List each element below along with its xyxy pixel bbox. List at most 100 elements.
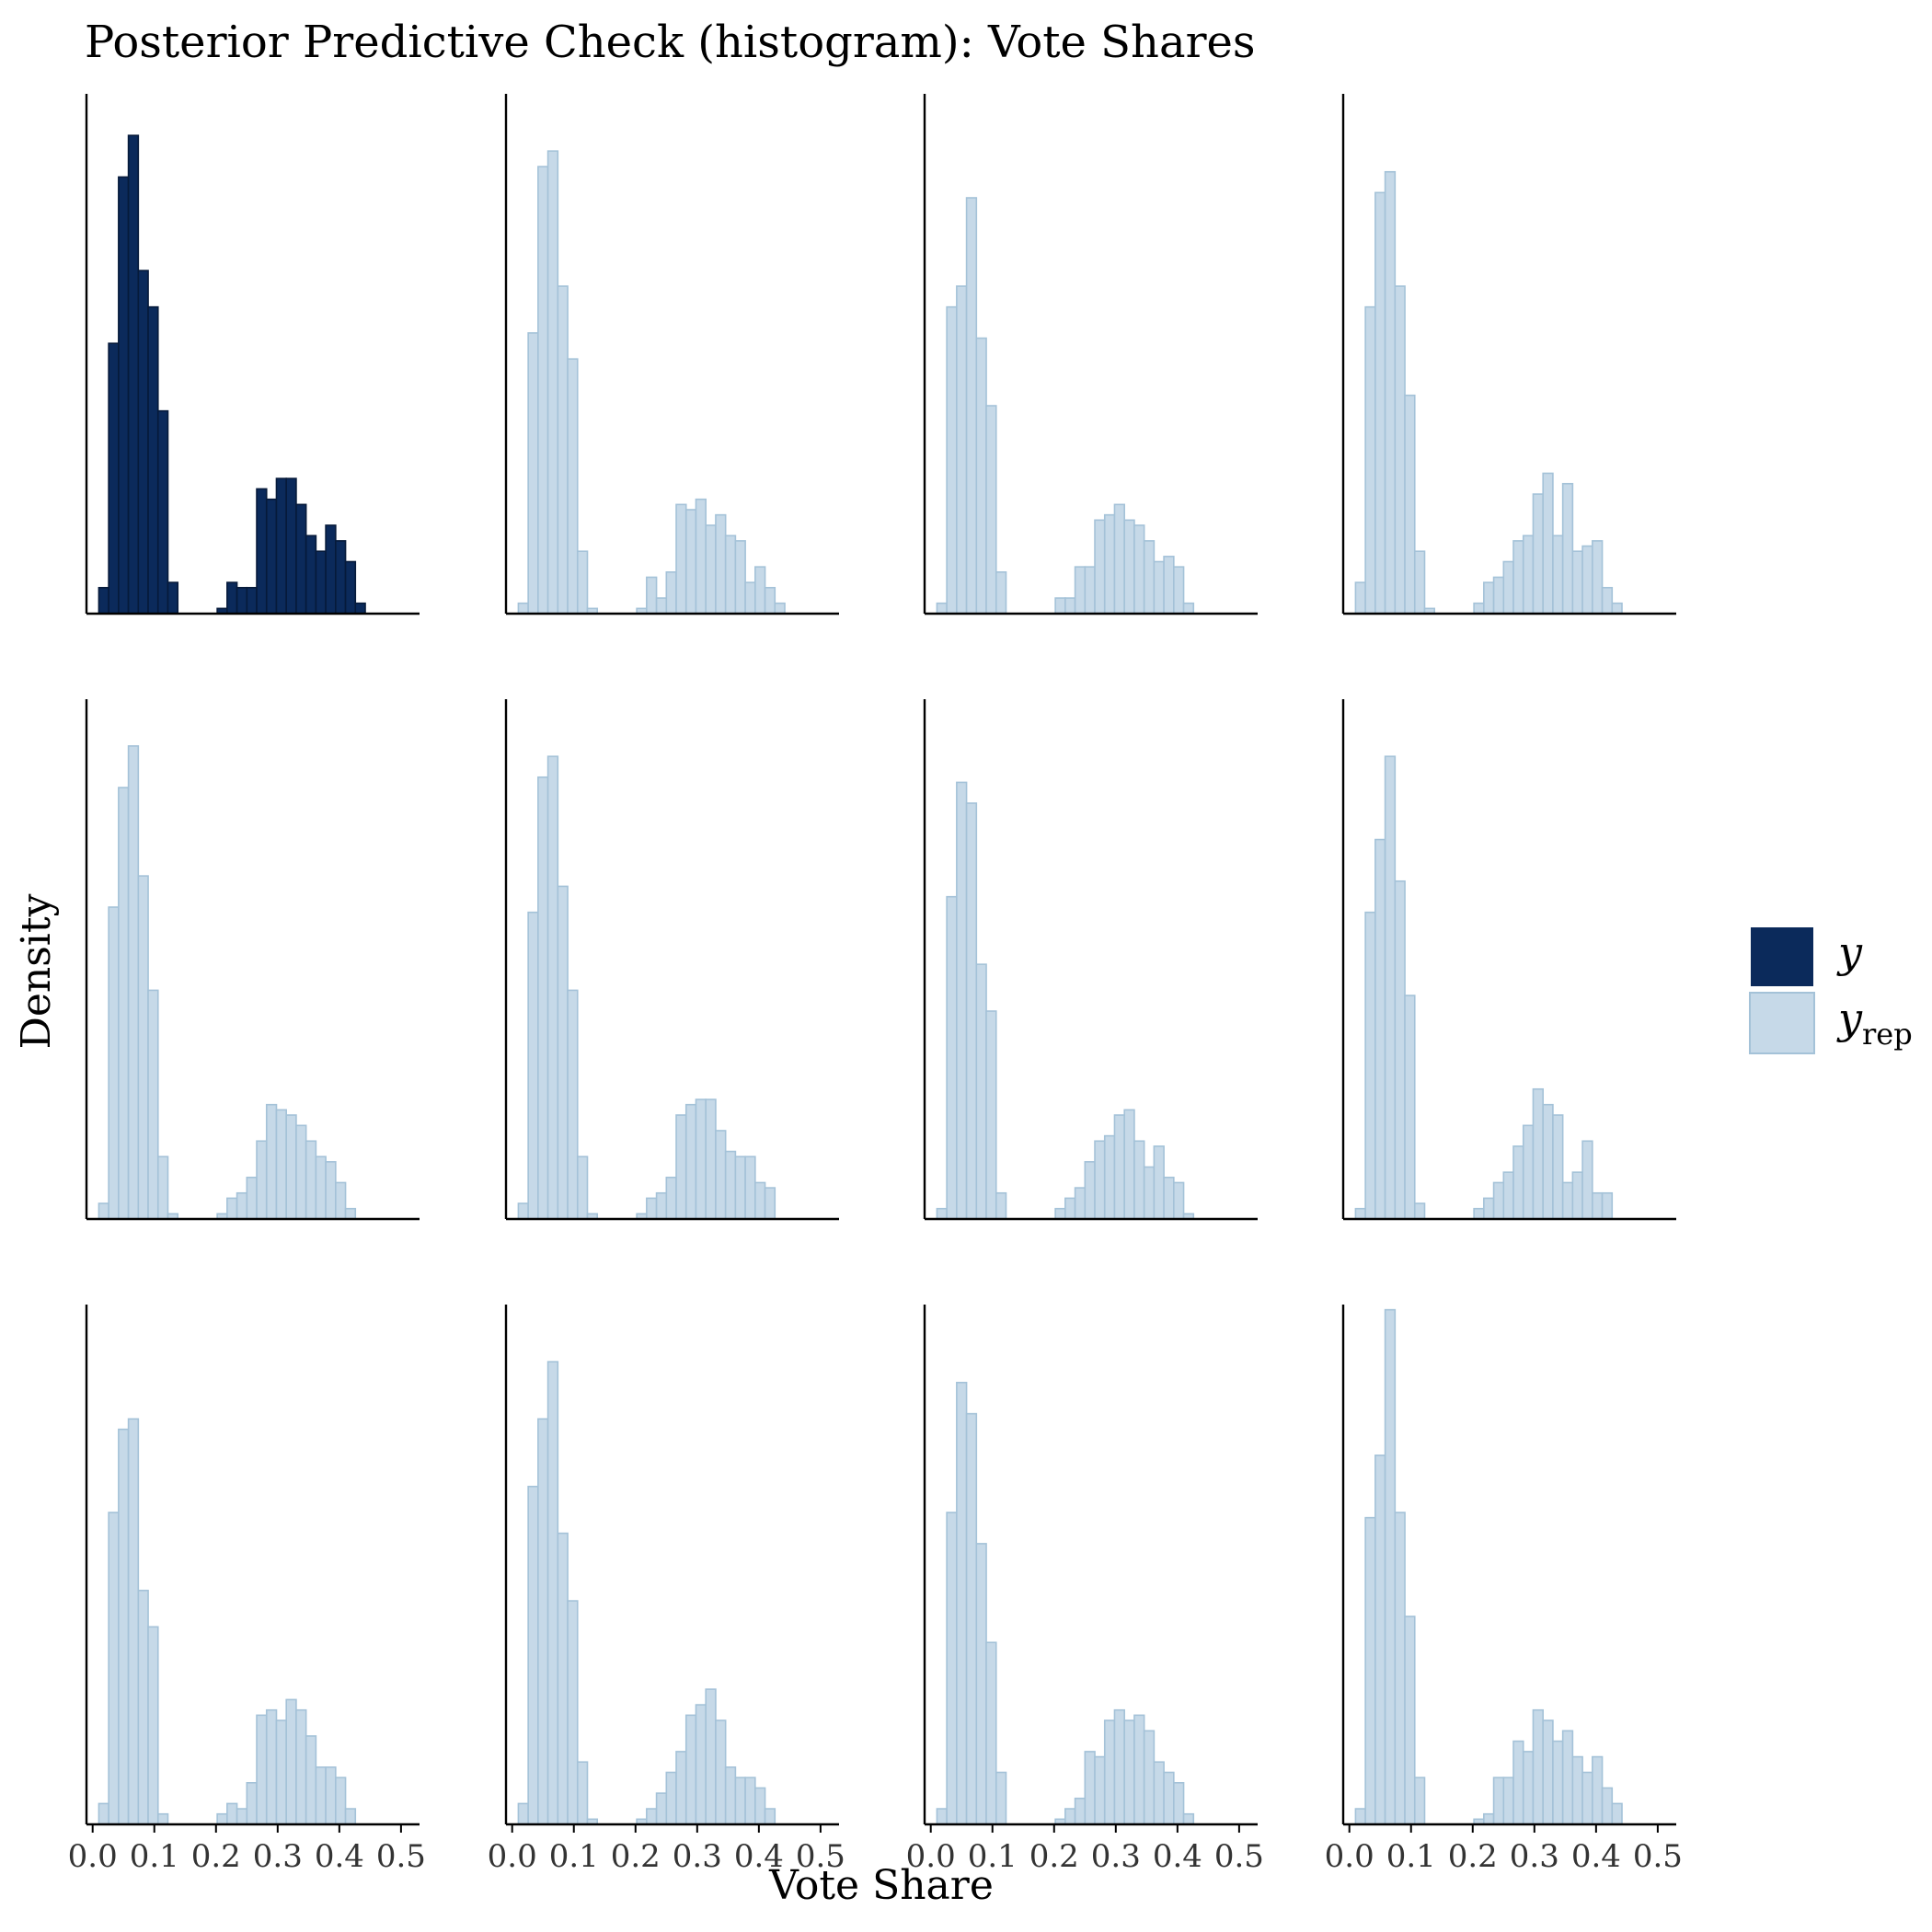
histogram-bar <box>1542 1103 1554 1220</box>
histogram-bar <box>1064 1808 1076 1825</box>
histogram-bar <box>1483 1812 1495 1825</box>
histogram-bar <box>1483 1197 1495 1220</box>
histogram-bar <box>1103 1719 1116 1825</box>
x-tick-label: 0.3 <box>1510 1838 1559 1875</box>
histogram-bar <box>344 560 357 615</box>
histogram-bar <box>1561 482 1574 615</box>
histogram-bar <box>546 1361 559 1825</box>
histogram-bar <box>557 285 569 615</box>
histogram-bar <box>285 477 297 615</box>
legend-label-yrep: yrep <box>1836 994 1913 1052</box>
histogram-bar <box>1153 1145 1165 1220</box>
histogram-bar <box>1522 1124 1535 1220</box>
histogram-bar <box>695 1704 707 1825</box>
x-tick-label: 0.3 <box>1091 1838 1141 1875</box>
histogram-bar <box>315 1766 327 1825</box>
histogram-bar <box>1581 1771 1593 1825</box>
panel-8 <box>1341 699 1676 1221</box>
histogram-bar <box>137 1589 149 1825</box>
histogram-bar <box>646 576 658 615</box>
x-tick-label: 0.2 <box>191 1838 241 1875</box>
histogram-bar <box>147 1626 159 1825</box>
x-axis-label: Vote Share <box>768 1862 994 1909</box>
histogram-bar <box>675 1751 687 1825</box>
histogram-bar <box>1113 1114 1125 1220</box>
histogram-bar <box>305 1140 317 1220</box>
chart-title: Posterior Predictive Check (histogram): … <box>85 17 1256 68</box>
histogram-bar <box>675 1114 687 1220</box>
x-tick-label: 0.4 <box>1153 1838 1202 1875</box>
histogram-bar <box>1473 602 1485 615</box>
histogram-bar <box>1581 1140 1593 1220</box>
x-tick-label: 0.4 <box>1571 1838 1621 1875</box>
histogram-bar <box>946 895 958 1220</box>
legend-swatch-yrep <box>1749 992 1815 1054</box>
panel-11: 0.0 0.1 0.2 0.3 0.4 0.5 <box>906 1305 1264 1875</box>
histogram-bar <box>1512 1740 1524 1825</box>
histogram-bar <box>226 1197 238 1220</box>
histogram-bar <box>275 1109 288 1220</box>
histogram-bar <box>1364 305 1376 615</box>
panel-3 <box>923 94 1258 615</box>
histogram-bar <box>684 1714 697 1825</box>
histogram-bar <box>1483 581 1495 615</box>
histogram-bar <box>1512 540 1524 615</box>
histogram-bar <box>1354 581 1366 615</box>
histogram-bar <box>576 1761 589 1825</box>
histogram-bar <box>295 1708 307 1825</box>
histogram-bar <box>1404 995 1416 1220</box>
histogram-bar <box>764 1187 776 1220</box>
x-tick-label: 0.1 <box>968 1838 1018 1875</box>
histogram-bar <box>956 285 968 615</box>
histogram-bar <box>946 305 958 615</box>
histogram-bar <box>1492 1181 1505 1220</box>
histogram-bar <box>744 1156 756 1220</box>
histogram-bar <box>744 581 756 615</box>
histogram-bar <box>1561 1181 1574 1220</box>
x-tick-label: 0.0 <box>488 1838 537 1875</box>
x-tick-label: 0.3 <box>673 1838 722 1875</box>
histogram-bar <box>1163 1771 1175 1825</box>
histogram-bar <box>1163 1177 1175 1220</box>
histogram-bar <box>774 602 786 615</box>
histogram-bar <box>665 1771 677 1825</box>
histogram-bar <box>956 781 968 1220</box>
histogram-bar <box>1384 170 1397 615</box>
histogram-bar <box>1054 597 1066 615</box>
histogram-bar <box>965 197 978 615</box>
histogram-bar <box>646 1197 658 1220</box>
x-tick-label: 0.5 <box>376 1838 426 1875</box>
x-tick-label: 0.1 <box>130 1838 179 1875</box>
histogram-bar <box>305 1735 317 1825</box>
histogram-bar <box>1592 1191 1604 1220</box>
histogram-bar <box>236 1191 248 1220</box>
histogram-bar <box>256 1714 268 1825</box>
histogram-bar <box>127 1418 140 1825</box>
histogram-bar <box>147 989 159 1220</box>
x-tick-label: 0.5 <box>1633 1838 1683 1875</box>
histogram-bar <box>315 550 327 615</box>
histogram-bar <box>127 134 140 615</box>
x-tick-label: 0.1 <box>549 1838 599 1875</box>
histogram-bar <box>98 1802 109 1825</box>
histogram-bar <box>226 1802 238 1825</box>
histogram-bar <box>715 513 727 615</box>
histogram-bar <box>1143 1730 1156 1825</box>
histogram-bar <box>1532 1087 1544 1220</box>
histogram-bar <box>108 906 120 1220</box>
histogram-bar <box>985 1010 997 1220</box>
histogram-bar <box>715 1130 727 1220</box>
histogram-bar <box>1512 1145 1524 1220</box>
histogram-bar <box>325 524 337 615</box>
histogram-bar <box>754 1181 766 1220</box>
histogram-bar <box>246 1177 258 1220</box>
histogram-bar <box>985 1641 997 1825</box>
histogram-bar <box>1571 550 1583 615</box>
histogram-bar <box>236 586 248 615</box>
histogram-bar <box>1413 1202 1426 1220</box>
histogram-bar <box>705 1098 717 1220</box>
histogram-bar <box>1054 1207 1066 1220</box>
histogram-bar <box>1133 524 1145 615</box>
histogram-bar <box>995 1771 1007 1825</box>
histogram-bar <box>695 1098 707 1220</box>
